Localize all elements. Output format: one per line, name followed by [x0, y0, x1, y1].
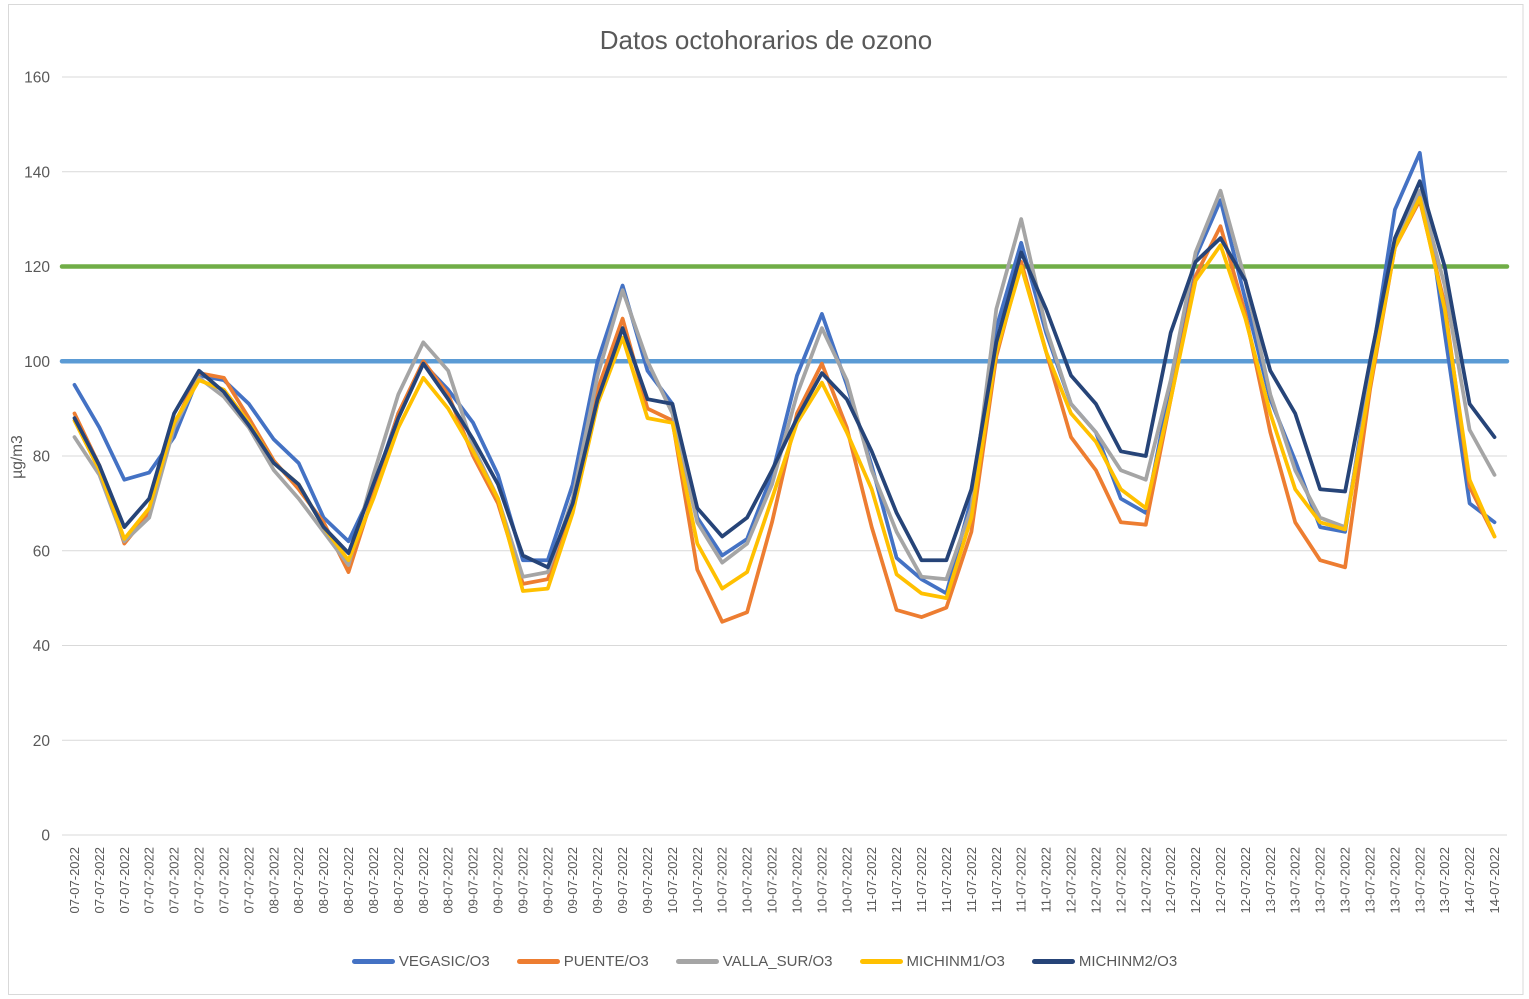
x-axis-tick-label: 08-07-2022: [341, 847, 356, 914]
y-axis-tick-label: 140: [24, 164, 50, 181]
x-axis-tick-label: 07-07-2022: [167, 847, 182, 914]
x-axis-tick-label: 10-07-2022: [839, 847, 854, 914]
y-axis-tick-label: 160: [24, 70, 50, 87]
x-axis-tick-label: 12-07-2022: [1238, 847, 1253, 914]
x-axis-tick-label: 11-07-2022: [914, 847, 929, 913]
y-axis-tick-label: 80: [33, 449, 51, 466]
series-line-michinm1-o3: [72, 195, 1497, 600]
x-axis-tick-label: 07-07-2022: [92, 847, 107, 914]
y-axis-title: µg/m3: [9, 435, 26, 478]
x-axis-tick-label: 10-07-2022: [789, 847, 804, 914]
x-axis-tick-label: 07-07-2022: [241, 847, 256, 914]
x-axis-tick-label: 12-07-2022: [1064, 847, 1079, 914]
x-axis-tick-label: 13-07-2022: [1263, 847, 1278, 914]
x-axis-tick-label: 08-07-2022: [441, 847, 456, 914]
x-axis-tick-label: 09-07-2022: [466, 847, 481, 914]
x-axis-tick-label: 13-07-2022: [1387, 847, 1402, 914]
x-axis-tick-label: 14-07-2022: [1487, 847, 1502, 914]
x-axis-tick-label: 13-07-2022: [1362, 847, 1377, 914]
x-axis-tick-label: 08-07-2022: [316, 847, 331, 914]
x-axis-tick-label: 08-07-2022: [391, 847, 406, 914]
x-axis-tick-label: 13-07-2022: [1313, 847, 1328, 914]
x-axis-tick-label: 14-07-2022: [1462, 847, 1477, 914]
x-axis-tick-label: 07-07-2022: [216, 847, 231, 914]
chart-title: Datos octohorarios de ozono: [600, 25, 932, 55]
x-axis-tick-label: 08-07-2022: [366, 847, 381, 914]
x-axis-tick-label: 12-07-2022: [1188, 847, 1203, 914]
series-line-puente-o3: [72, 198, 1497, 624]
y-axis-tick-label: 0: [41, 828, 50, 845]
x-axis-tick-label: 08-07-2022: [266, 847, 281, 914]
y-axis-tick-label: 100: [24, 354, 50, 371]
x-axis-tick-label: 10-07-2022: [814, 847, 829, 914]
x-axis-tick-label: 08-07-2022: [416, 847, 431, 914]
series-line-vegasic-o3: [72, 150, 1497, 596]
x-axis-tick-label: 09-07-2022: [590, 847, 605, 914]
y-axis-tick-label: 20: [33, 733, 51, 750]
x-axis-tick-label: 09-07-2022: [540, 847, 555, 914]
x-axis-tick-label: 09-07-2022: [490, 847, 505, 914]
x-axis-tick-label: 11-07-2022: [864, 847, 879, 913]
x-axis-tick-label: 12-07-2022: [1088, 847, 1103, 914]
x-axis-tick-label: 10-07-2022: [740, 847, 755, 914]
x-axis-tick-label: 13-07-2022: [1412, 847, 1427, 914]
x-axis-tick-label: 11-07-2022: [1014, 847, 1029, 913]
x-axis-tick-label: 10-07-2022: [765, 847, 780, 914]
series-line-valla-sur-o3: [72, 188, 1497, 582]
x-axis-tick-label: 11-07-2022: [964, 847, 979, 913]
x-axis-tick-label: 12-07-2022: [1213, 847, 1228, 914]
x-axis-tick-label: 11-07-2022: [889, 847, 904, 913]
x-axis-tick-label: 09-07-2022: [615, 847, 630, 914]
y-axis-tick-label: 40: [33, 638, 51, 655]
x-axis-tick-label: 12-07-2022: [1163, 847, 1178, 914]
x-axis-tick-label: 13-07-2022: [1288, 847, 1303, 914]
x-axis-tick-label: 11-07-2022: [989, 847, 1004, 913]
x-axis-tick-label: 09-07-2022: [640, 847, 655, 914]
x-axis-tick-label: 07-07-2022: [192, 847, 207, 914]
x-axis-tick-label: 12-07-2022: [1113, 847, 1128, 914]
x-axis-tick-label: 10-07-2022: [665, 847, 680, 914]
y-axis-tick-label: 120: [24, 259, 50, 276]
x-axis-tick-label: 10-07-2022: [690, 847, 705, 914]
x-axis-tick-label: 08-07-2022: [291, 847, 306, 914]
x-axis-tick-label: 07-07-2022: [142, 847, 157, 914]
x-axis-tick-label: 10-07-2022: [715, 847, 730, 914]
x-axis-tick-label: 11-07-2022: [939, 847, 954, 913]
x-axis-tick-label: 07-07-2022: [67, 847, 82, 914]
chart-border: [8, 4, 1524, 995]
x-axis-tick-label: 13-07-2022: [1437, 847, 1452, 914]
x-axis-tick-label: 09-07-2022: [565, 847, 580, 914]
y-axis-tick-label: 60: [33, 543, 51, 560]
x-axis-tick-label: 12-07-2022: [1138, 847, 1153, 914]
x-axis-tick-label: 11-07-2022: [1039, 847, 1054, 913]
series-line-michinm2-o3: [72, 179, 1497, 570]
x-axis-tick-label: 07-07-2022: [117, 847, 132, 914]
x-axis-tick-label: 13-07-2022: [1338, 847, 1353, 914]
x-axis-tick-label: 09-07-2022: [515, 847, 530, 914]
